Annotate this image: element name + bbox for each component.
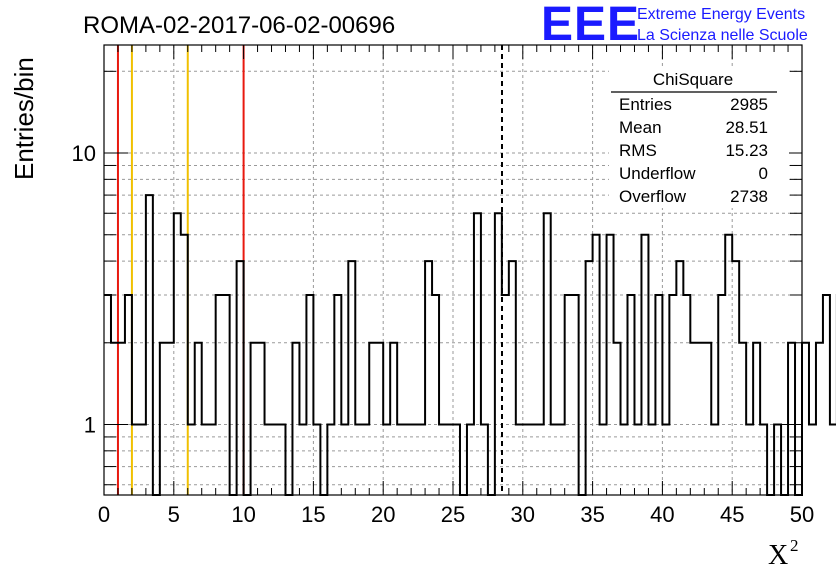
x-tick-label: 0 xyxy=(98,502,110,527)
brand-line-1: Extreme Energy Events xyxy=(637,6,805,23)
stats-underflow-label: Underflow xyxy=(619,164,696,183)
x-tick-label: 45 xyxy=(720,502,744,527)
x-tick-label: 20 xyxy=(371,502,395,527)
run-title: ROMA-02-2017-06-02-00696 xyxy=(83,12,395,39)
x-tick-label: 15 xyxy=(301,502,325,527)
eee-logo: EEE xyxy=(541,0,640,51)
stats-entries-label: Entries xyxy=(619,95,672,114)
y-tick-label: 10 xyxy=(72,141,96,166)
y-axis-label: Entries/bin xyxy=(9,57,39,180)
stats-rms-label: RMS xyxy=(619,141,657,160)
histogram-line xyxy=(104,194,836,496)
x-tick-label: 5 xyxy=(168,502,180,527)
stats-mean-label: Mean xyxy=(619,118,662,137)
x-tick-label: 40 xyxy=(650,502,674,527)
x-tick-label: 10 xyxy=(231,502,255,527)
x-tick-label: 25 xyxy=(441,502,465,527)
stats-entries-value: 2985 xyxy=(730,95,768,114)
stats-overflow-value: 2738 xyxy=(730,187,768,206)
y-tick-label: 1 xyxy=(84,413,96,438)
brand-line-2: La Scienza nelle Scuole xyxy=(637,27,808,44)
stats-mean-value: 28.51 xyxy=(725,118,768,137)
x-tick-label: 50 xyxy=(790,502,814,527)
x-tick-label: 35 xyxy=(580,502,604,527)
stats-underflow-value: 0 xyxy=(759,164,768,183)
x-tick-label: 30 xyxy=(511,502,535,527)
x-axis-label: X xyxy=(768,540,788,571)
stats-rms-value: 15.23 xyxy=(725,141,768,160)
stats-overflow-label: Overflow xyxy=(619,187,687,206)
histogram-series xyxy=(104,194,836,496)
stats-title: ChiSquare xyxy=(653,70,733,89)
stats-box: ChiSquare Entries 2985 Mean 28.51 RMS 15… xyxy=(609,68,789,208)
x-axis-label-superscript: 2 xyxy=(790,536,799,555)
vertical-markers xyxy=(116,45,503,495)
axes: 0 5 10 15 20 25 30 35 40 45 50 1 10 xyxy=(72,44,814,527)
grid xyxy=(104,45,802,495)
